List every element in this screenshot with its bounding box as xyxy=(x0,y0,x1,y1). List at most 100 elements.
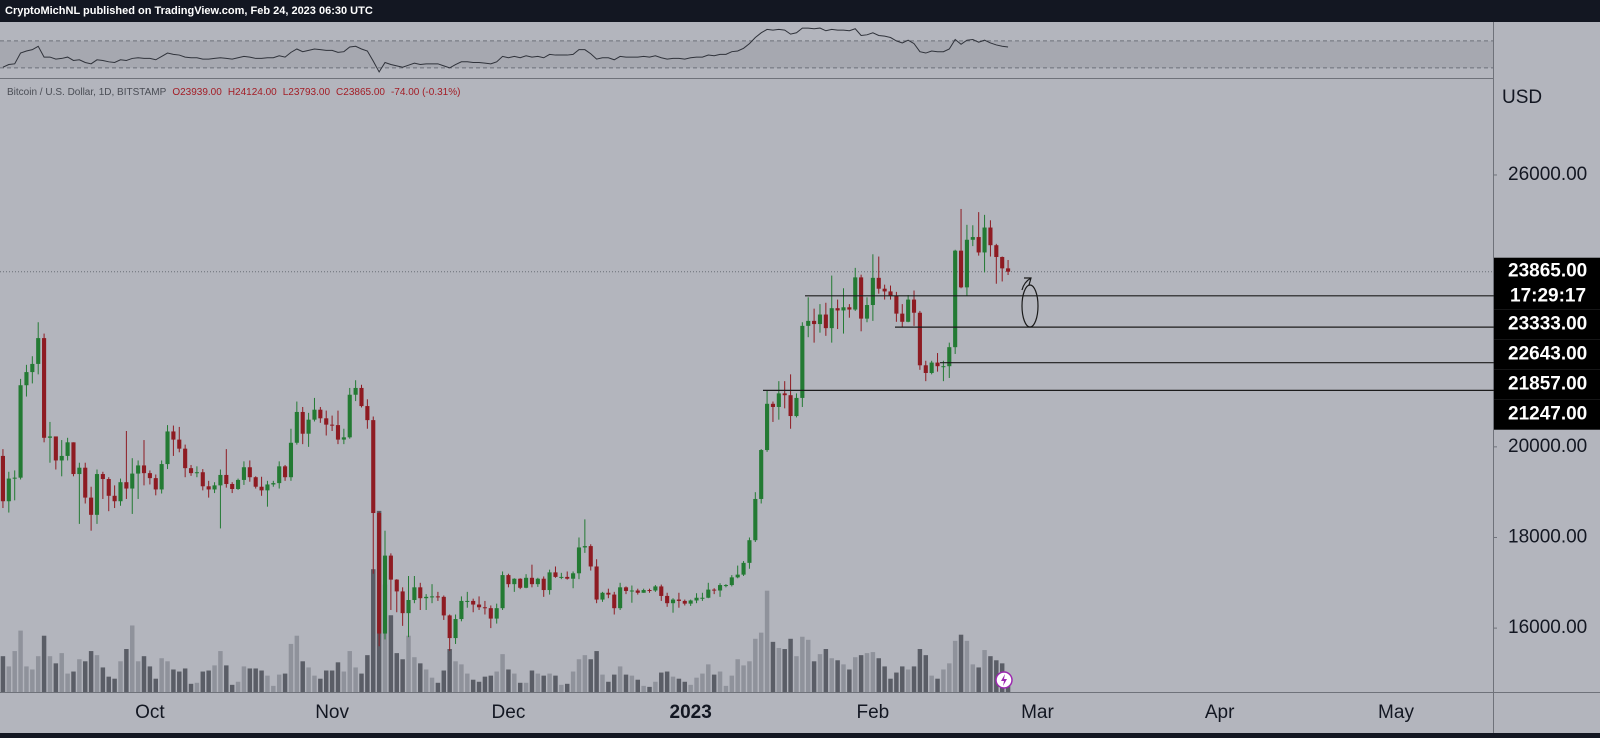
volume-bar xyxy=(517,682,523,692)
volume-bar xyxy=(47,656,53,692)
candle-body xyxy=(641,590,646,593)
volume-bar xyxy=(124,649,129,692)
rsi-line xyxy=(2,27,1009,73)
candle-body xyxy=(794,397,799,417)
rsi-band-fill xyxy=(0,40,1493,68)
candle-body xyxy=(806,320,811,326)
candle-body xyxy=(635,590,640,593)
candle-body xyxy=(341,437,346,440)
candle-body xyxy=(594,566,599,600)
candle-body xyxy=(529,577,535,585)
candle-body xyxy=(18,385,23,478)
candle-body xyxy=(853,277,858,310)
volume-bar xyxy=(435,682,441,692)
volume-bar xyxy=(941,669,946,692)
volume-bar xyxy=(606,681,611,692)
volume-bar xyxy=(900,666,905,692)
candle-body xyxy=(876,277,881,289)
x-tick-label: Mar xyxy=(1021,702,1054,723)
candle-body xyxy=(124,482,129,489)
volume-bar xyxy=(664,671,670,692)
candle-body xyxy=(300,411,305,434)
volume-bar xyxy=(418,663,423,692)
volume-bar xyxy=(194,682,200,692)
volume-bar xyxy=(259,670,264,692)
y-tick-label: 20000.00 xyxy=(1508,436,1587,457)
volume-bar xyxy=(347,651,352,692)
candle-body xyxy=(224,474,229,485)
volume-bar xyxy=(235,681,241,692)
candle-body xyxy=(429,596,435,598)
candle-body xyxy=(688,600,693,604)
candle-body xyxy=(112,495,117,502)
candle-body xyxy=(482,607,487,609)
candle-body xyxy=(759,450,764,499)
volume-bar xyxy=(323,670,329,692)
volume-bar xyxy=(6,666,12,692)
candle-body xyxy=(958,250,964,288)
candle-body xyxy=(982,227,987,253)
volume-bar xyxy=(171,669,176,692)
candle-body xyxy=(36,338,41,364)
volume-bar xyxy=(276,674,282,692)
candle-body xyxy=(206,486,211,490)
candle-body xyxy=(447,615,452,639)
volume-bar xyxy=(817,654,823,692)
volume-bar xyxy=(453,661,458,692)
last-price-label: 23865.00 xyxy=(1508,261,1587,282)
candle-body xyxy=(459,600,464,620)
volume-bar xyxy=(947,663,952,692)
volume-bar xyxy=(177,671,182,692)
candle-body xyxy=(653,586,658,591)
candle-body xyxy=(606,592,611,595)
volume-bar xyxy=(659,672,664,692)
candle-body xyxy=(130,473,135,489)
volume-bar xyxy=(500,654,505,692)
candle-body xyxy=(171,431,176,440)
volume-bar xyxy=(200,671,206,692)
legend: Bitcoin / U.S. Dollar, 1D, BITSTAMP O2393… xyxy=(7,87,460,98)
y-tick-label: 26000.00 xyxy=(1508,164,1587,185)
candle-body xyxy=(71,442,76,475)
volume-bar xyxy=(905,669,911,692)
candle-body xyxy=(906,299,911,322)
candle-body xyxy=(47,436,53,438)
volume-bar xyxy=(335,662,341,692)
volume-bar xyxy=(594,651,599,692)
level-label: 21857.00 xyxy=(1508,374,1587,395)
candle-body xyxy=(700,597,705,599)
alert-icon xyxy=(995,671,1013,689)
candle-body xyxy=(353,387,358,395)
candle-body xyxy=(247,467,252,478)
candle-body xyxy=(823,314,828,329)
candle-body xyxy=(271,483,276,485)
candle-body xyxy=(377,513,382,634)
volume-bar xyxy=(958,634,964,692)
volume-bar xyxy=(41,635,47,692)
volume-bar xyxy=(576,659,582,692)
candle-body xyxy=(100,474,105,480)
volume-bar xyxy=(982,650,987,692)
volume-bar xyxy=(911,666,917,692)
candle-body xyxy=(471,600,476,605)
volume-bar xyxy=(312,675,317,692)
candle-body xyxy=(800,325,805,398)
candle-body xyxy=(230,484,235,489)
candle-body xyxy=(870,277,875,306)
candle-body xyxy=(0,455,5,502)
volume-bar xyxy=(165,661,170,692)
candle-body xyxy=(12,477,17,479)
volume-bar xyxy=(529,670,535,692)
volume-bar xyxy=(629,675,635,692)
candle-body xyxy=(259,486,264,491)
volume-bar xyxy=(288,643,294,692)
level-label: 21247.00 xyxy=(1508,404,1587,425)
candle-body xyxy=(30,363,35,373)
level-label: 23333.00 xyxy=(1508,314,1587,335)
volume-bar xyxy=(476,681,482,692)
candle-body xyxy=(964,239,969,288)
candle-body xyxy=(682,600,687,604)
volume-bar xyxy=(71,671,76,692)
candle-body xyxy=(506,575,511,585)
